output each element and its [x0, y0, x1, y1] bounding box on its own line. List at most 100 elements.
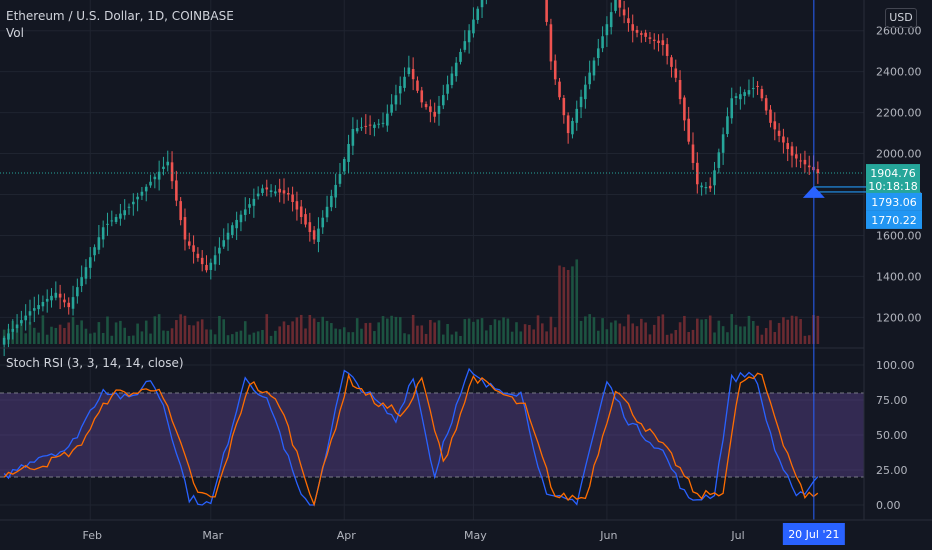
candle-body: [32, 308, 36, 311]
volume-bar: [24, 333, 27, 344]
volume-bar: [807, 335, 811, 344]
indicator-title[interactable]: Stoch RSI (3, 3, 14, 14, close): [6, 356, 184, 370]
volume-bar: [67, 322, 71, 344]
level-a-label: 1793.06: [871, 196, 917, 209]
candle-body: [416, 80, 419, 91]
volume-bar: [558, 265, 561, 344]
volume-bar: [816, 315, 820, 344]
volume-bar: [179, 314, 182, 344]
currency-button[interactable]: USD: [885, 8, 917, 28]
volume-bar: [493, 319, 497, 344]
candle-body: [601, 36, 604, 49]
candle-body: [386, 113, 389, 126]
candle-body: [252, 198, 256, 206]
candle-body: [317, 228, 320, 242]
time-tick-label: Apr: [337, 529, 357, 542]
volume-bar: [605, 329, 609, 344]
volume-bar: [795, 316, 798, 344]
candle-body: [640, 33, 643, 35]
price-tick-label: 1600.00: [876, 229, 922, 242]
rsi-tick-label: 50.00: [876, 429, 908, 442]
candle-body: [691, 144, 695, 163]
volume-bar: [790, 315, 794, 344]
rsi-tick-label: 0.00: [876, 499, 901, 512]
rsi-tick-label: 25.00: [876, 464, 908, 477]
volume-bar: [381, 316, 385, 344]
candle-body: [450, 73, 454, 86]
candle-body: [760, 89, 764, 99]
volume-label[interactable]: Vol: [6, 26, 24, 40]
volume-bar: [398, 317, 402, 344]
volume-bar: [751, 320, 755, 344]
candle-body: [360, 127, 363, 129]
volume-bar: [403, 333, 406, 344]
volume-bar: [192, 325, 195, 344]
volume-bar: [433, 322, 436, 344]
candle-body: [476, 8, 480, 20]
volume-bar: [519, 331, 523, 344]
volume-bar: [704, 319, 708, 344]
candle-body: [334, 184, 337, 198]
candle-body: [657, 40, 660, 43]
candle-body: [291, 194, 294, 203]
time-tick-label: Feb: [83, 529, 102, 542]
candle-body: [377, 123, 381, 125]
volume-bar: [209, 329, 213, 344]
candle-body: [403, 76, 406, 88]
candle-body: [355, 128, 359, 132]
candle-body: [644, 32, 647, 37]
volume-bar: [515, 322, 518, 344]
last-price-label: 1904.76: [870, 167, 916, 180]
volume-bar: [162, 330, 165, 344]
candle-body: [420, 90, 424, 103]
candle-body: [751, 88, 755, 90]
candle-body: [200, 257, 204, 265]
volume-bar: [661, 314, 665, 344]
candle-body: [446, 84, 449, 94]
volume-bar: [592, 317, 596, 344]
volume-bar: [489, 325, 492, 344]
candle-body: [441, 95, 445, 106]
candle-body: [743, 92, 746, 96]
legend: Ethereum / U.S. Dollar, 1D, COINBASE Vol: [6, 8, 234, 42]
candle-body: [342, 159, 346, 172]
volume-bar: [312, 318, 316, 344]
candle-body: [575, 108, 579, 123]
candle-body: [287, 193, 290, 195]
candle-body: [648, 37, 652, 39]
volume-bar: [683, 315, 686, 344]
volume-bar: [132, 335, 135, 344]
volume-bar: [764, 328, 768, 344]
volume-bar: [231, 334, 234, 344]
candle-body: [179, 201, 182, 221]
volume-bar: [334, 328, 337, 344]
candle-body: [132, 201, 135, 205]
price-candles[interactable]: [2, 0, 820, 357]
volume-bar: [157, 314, 161, 344]
volume-bar: [411, 314, 415, 344]
candle-body: [605, 24, 609, 36]
volume-bar: [243, 321, 247, 344]
candle-body: [411, 69, 415, 80]
volume-bar: [101, 332, 105, 344]
stoch-d-line: [3, 372, 819, 507]
symbol-title[interactable]: Ethereum / U.S. Dollar, 1D, COINBASE: [6, 9, 234, 23]
price-axis-bg: [864, 0, 932, 550]
candle-body: [84, 267, 88, 279]
volume-bar: [200, 319, 204, 344]
candle-body: [54, 292, 58, 298]
candle-body: [274, 191, 277, 194]
candle-body: [631, 24, 635, 31]
volume-bar: [278, 326, 281, 344]
volume-bar: [123, 327, 126, 344]
price-tick-label: 2400.00: [876, 66, 922, 79]
candle-body: [175, 180, 178, 201]
candle-body: [222, 240, 226, 247]
stoch-rsi-lines: [3, 367, 819, 507]
candle-body: [368, 124, 372, 126]
volume-bar: [106, 316, 109, 344]
candle-body: [80, 277, 83, 286]
volume-bar: [41, 315, 45, 344]
